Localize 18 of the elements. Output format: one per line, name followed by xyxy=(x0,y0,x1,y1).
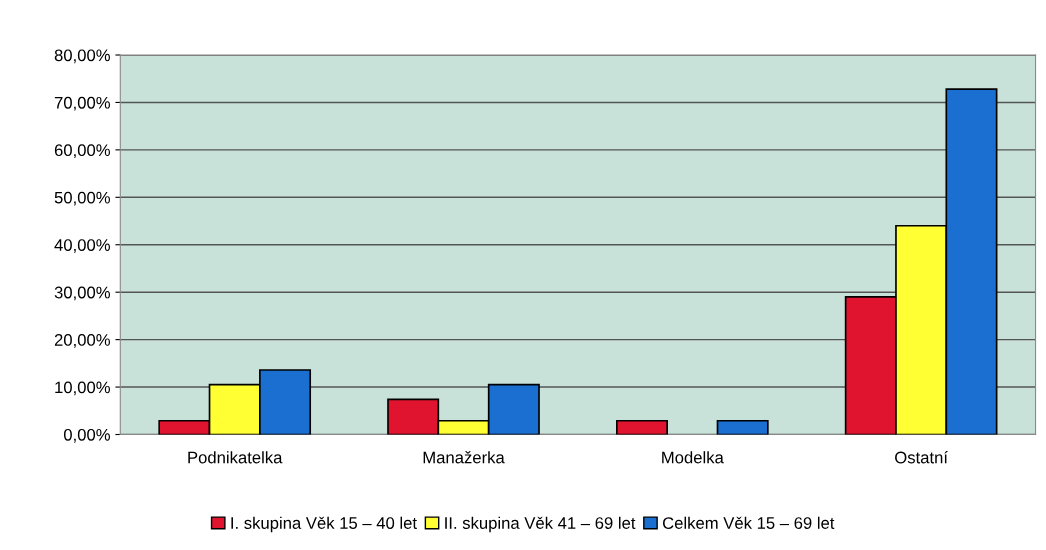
y-tick-label: 20,00% xyxy=(54,334,110,348)
x-tick-label: Modelka xyxy=(662,451,724,464)
y-tick-label: 30,00% xyxy=(54,286,110,301)
y-tick-label: 40,00% xyxy=(54,239,110,253)
legend-label: II. skupina Věk 41 – 69 let xyxy=(445,516,636,533)
legend-label: Celkem Věk 15 – 69 let xyxy=(662,516,835,529)
x-tick-label: Podnikatelka xyxy=(188,451,283,464)
y-tick-label: 80,00% xyxy=(54,49,110,64)
x-tick-label: Ostatní xyxy=(895,450,948,464)
bar xyxy=(716,419,769,435)
x-tick-label: Manažerka xyxy=(423,451,505,464)
y-tick-label: 60,00% xyxy=(54,144,110,159)
y-tick-label: 0,00% xyxy=(63,428,110,443)
y-tick-label: 50,00% xyxy=(54,191,110,206)
legend-label: I. skupina Věk 15 – 40 let xyxy=(231,516,417,533)
y-tick-label: 10,00% xyxy=(55,381,110,396)
y-tick-label: 70,00% xyxy=(54,96,110,111)
bar xyxy=(615,419,668,435)
